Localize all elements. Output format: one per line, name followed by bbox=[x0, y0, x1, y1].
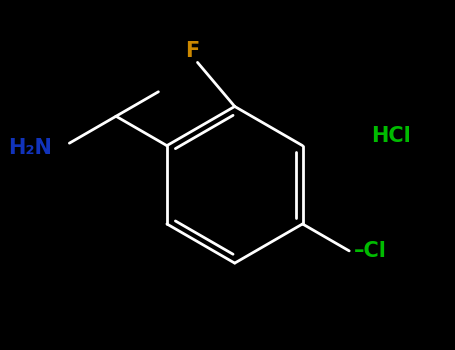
Text: F: F bbox=[186, 41, 200, 61]
Text: H₂N: H₂N bbox=[8, 138, 52, 158]
Text: HCl: HCl bbox=[371, 126, 411, 146]
Text: –Cl: –Cl bbox=[354, 241, 387, 261]
